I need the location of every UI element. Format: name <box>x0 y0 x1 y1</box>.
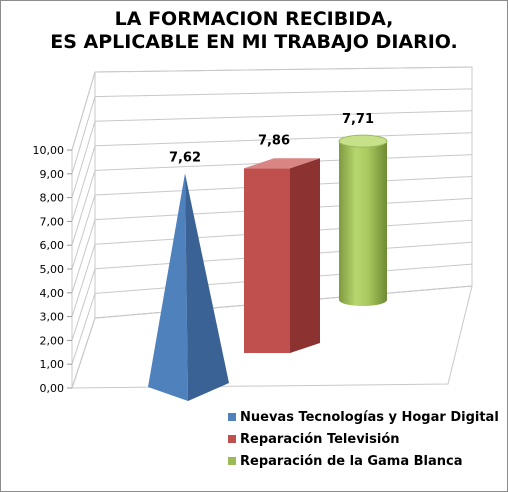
legend-label-2: Reparación Televisión <box>240 431 400 447</box>
bar-box-front <box>244 168 290 353</box>
legend-swatch-3 <box>228 457 236 465</box>
gridline-back-9 <box>94 88 473 98</box>
gridline-back-8 <box>94 110 473 122</box>
bar-box-top <box>244 158 320 169</box>
gridline-side-0 <box>71 317 96 389</box>
legend-item-3: Reparación de la Gama Blanca <box>228 450 499 472</box>
y-tick-label-4: 4,00 <box>40 287 65 300</box>
y-tick-label-8: 8,00 <box>40 192 65 205</box>
legend-label-1: Nuevas Tecnologías y Hogar Digital <box>240 409 499 425</box>
gridline-side-1 <box>71 293 96 365</box>
gridline-side-7 <box>71 145 96 222</box>
gridline-side-3 <box>71 244 96 317</box>
y-tick-label-0: 0,00 <box>40 382 65 395</box>
legend-item-2: Reparación Televisión <box>228 428 499 450</box>
legend: Nuevas Tecnologías y Hogar Digital Repar… <box>228 406 499 472</box>
chart-title-line-1: LA FORMACION RECIBIDA, <box>114 8 394 30</box>
data-label-2: 7,86 <box>258 133 290 148</box>
chart-bars <box>148 134 388 401</box>
gridline-side-8 <box>71 121 96 198</box>
gridline-back-10 <box>94 66 473 73</box>
legend-label-3: Reparación de la Gama Blanca <box>240 453 463 469</box>
gridline-back-7 <box>94 132 473 147</box>
gridline-side-2 <box>71 268 96 341</box>
bar-box-side <box>290 158 320 353</box>
gridline-side-5 <box>71 194 96 270</box>
y-tick-label-6: 6,00 <box>40 239 65 252</box>
y-axis-tick-labels: 0,00 1,00 2,00 3,00 4,00 5,00 6,00 7,00 8,00 9,00… <box>33 144 65 395</box>
bar-pyramid-front <box>148 173 188 401</box>
gridline-side-10 <box>71 71 96 151</box>
gridline-side-9 <box>71 96 96 174</box>
legend-swatch-2 <box>228 435 236 443</box>
y-tick-label-7: 7,00 <box>40 215 65 228</box>
bar-cylinder-top <box>338 134 388 148</box>
bar-cylinder-body <box>339 141 387 306</box>
gridline-side-6 <box>71 170 96 246</box>
y-tick-label-2: 2,00 <box>40 334 65 347</box>
chart-title: LA FORMACION RECIBIDA, ES APLICABLE EN M… <box>0 8 508 54</box>
y-tick-label-10: 10,00 <box>33 144 65 157</box>
data-label-1: 7,62 <box>169 150 201 165</box>
chart-title-line-2: ES APLICABLE EN MI TRABAJO DIARIO. <box>50 31 458 53</box>
y-tick-label-1: 1,00 <box>40 358 65 371</box>
gridline-side-4 <box>71 219 96 293</box>
y-tick-label-5: 5,00 <box>40 263 65 276</box>
y-tick-label-9: 9,00 <box>40 168 65 181</box>
data-label-3: 7,71 <box>342 112 374 127</box>
bar-pyramid-side <box>185 173 229 401</box>
data-labels: 7,62 7,86 7,71 <box>169 112 374 165</box>
y-tick-label-3: 3,00 <box>40 311 65 324</box>
legend-swatch-1 <box>228 413 236 421</box>
legend-item-1: Nuevas Tecnologías y Hogar Digital <box>228 406 499 428</box>
